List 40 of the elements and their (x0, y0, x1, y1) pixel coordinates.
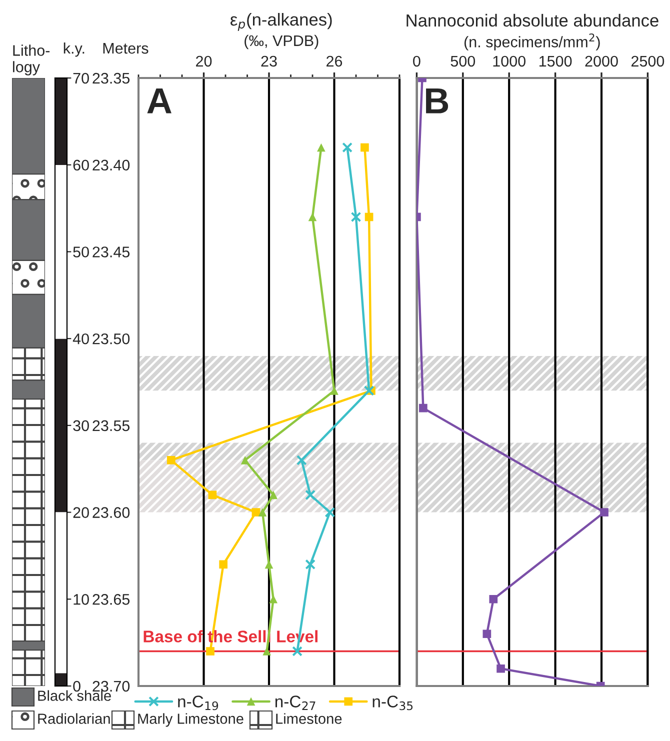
y-tick-label: 23.60 (92, 507, 130, 518)
x-tick-label: 1500 (539, 56, 572, 67)
annotation: B (426, 88, 448, 114)
y2-tick-label: 50 (73, 246, 89, 258)
text: Limestone (276, 713, 342, 724)
annotation: A (147, 88, 172, 114)
legend-label: n-C$_{27}$ (275, 696, 316, 710)
y2-axis-title: k.y. (64, 42, 84, 57)
y-tick-label: 23.40 (92, 160, 130, 171)
text: Marly Limestone (138, 713, 244, 727)
y2-tick-label: 60 (73, 160, 89, 171)
y-tick-label: 23.55 (92, 420, 130, 432)
chart-title: ε$_{p}$(n-alkanes) (230, 12, 332, 31)
chart-subtitle: (n. specimens/mm$^{2}$) (464, 33, 600, 50)
text: Litho- logy (13, 44, 50, 76)
y-tick-label: 23.70 (92, 680, 130, 692)
x-tick-label: 2500 (631, 56, 664, 67)
y2-tick-label: 20 (73, 507, 89, 518)
y-tick-label: 23.65 (92, 594, 130, 605)
chart-title: Nannoconid absolute abundance (406, 14, 658, 27)
x-tick-label: 20 (196, 56, 212, 67)
y-tick-label: 23.50 (92, 333, 130, 344)
legend-label: n-C$_{19}$ (178, 696, 218, 710)
y2-tick-label: 30 (73, 420, 89, 432)
x-tick-label: 23 (261, 56, 277, 67)
y2-tick-label: 40 (72, 333, 89, 344)
x-tick-label: 500 (450, 56, 476, 67)
x-tick-label: 1000 (493, 56, 526, 67)
y2-tick-label: 70 (73, 72, 89, 84)
y-tick-label: 23.45 (92, 246, 130, 258)
y-tick-label: 23.35 (92, 72, 130, 84)
x-tick-label: 0 (413, 56, 420, 67)
x-tick-label: 2000 (585, 56, 618, 67)
x-tick-label: 26 (326, 56, 342, 67)
text: Radiolarian (38, 713, 110, 724)
y2-tick-label: 0 (73, 680, 80, 692)
y2-tick-label: 10 (74, 594, 89, 605)
legend-label: n-C$_{35}$ (372, 696, 413, 710)
chart-subtitle: (‰, VPDB) (244, 34, 318, 50)
y-axis-title: Meters (103, 43, 148, 54)
